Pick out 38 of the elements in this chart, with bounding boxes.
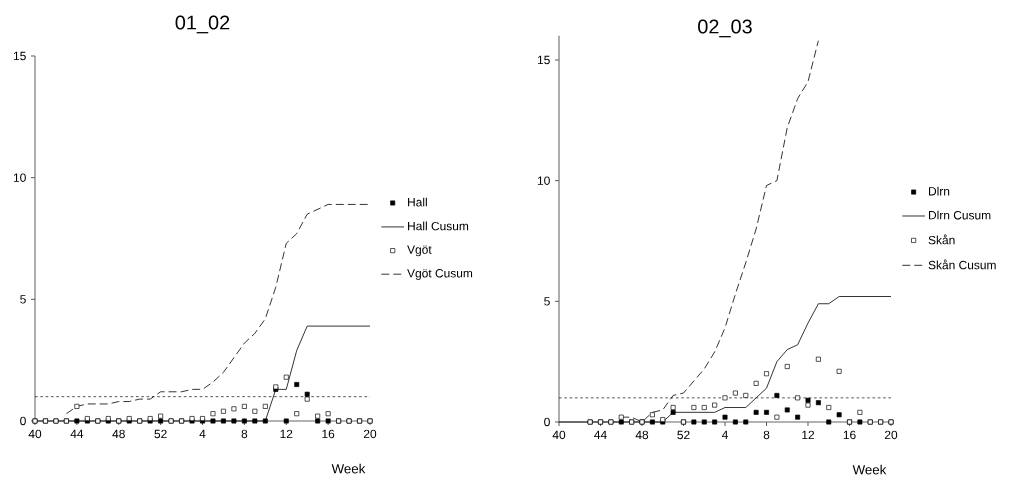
x-tick-label: 44 xyxy=(594,430,607,439)
legend-label: Hall Cusum xyxy=(408,221,469,231)
legend-label: Dlrn xyxy=(929,186,950,196)
x-tick-label: 12 xyxy=(280,429,293,439)
x-axis-title: Week xyxy=(331,463,366,474)
chart-title: 01_02 xyxy=(175,15,230,34)
x-tick-label: 4 xyxy=(721,430,728,439)
y-tick-label: 0 xyxy=(20,416,26,426)
legend-label: Hall xyxy=(408,197,427,207)
x-tick-label: 16 xyxy=(322,429,335,439)
y-tick-label: 5 xyxy=(544,297,550,306)
x-tick-label: 44 xyxy=(70,429,84,438)
x-tick-label: 52 xyxy=(677,430,690,440)
x-tick-label: 48 xyxy=(112,429,125,439)
chart-title: 02_03 xyxy=(698,19,752,38)
x-tick-label: 8 xyxy=(241,429,248,439)
legend-label: Dlrn Cusum xyxy=(929,210,991,220)
x-tick-label: 52 xyxy=(154,429,167,439)
x-tick-label: 40 xyxy=(552,430,566,440)
x-tick-label: 40 xyxy=(28,429,42,439)
x-tick-label: 12 xyxy=(802,430,815,440)
y-tick-label: 10 xyxy=(13,173,26,182)
legend-label: Vgöt Cusum xyxy=(407,269,473,280)
y-tick-label: 15 xyxy=(13,51,26,61)
x-axis-title: Week xyxy=(852,464,887,475)
legend-label: Skån Cusum xyxy=(928,259,996,270)
legend-label: Vgöt xyxy=(407,245,432,257)
x-tick-label: 4 xyxy=(199,429,206,438)
legend-label: Skån xyxy=(928,234,955,245)
x-tick-label: 20 xyxy=(363,429,377,439)
x-tick-label: 48 xyxy=(635,430,649,440)
x-tick-label: 20 xyxy=(884,430,898,440)
x-tick-label: 16 xyxy=(843,430,856,440)
y-tick-label: 0 xyxy=(544,417,550,427)
y-tick-label: 10 xyxy=(537,176,550,185)
y-tick-label: 5 xyxy=(20,295,26,304)
y-tick-label: 15 xyxy=(537,55,550,65)
x-tick-label: 8 xyxy=(763,430,770,440)
